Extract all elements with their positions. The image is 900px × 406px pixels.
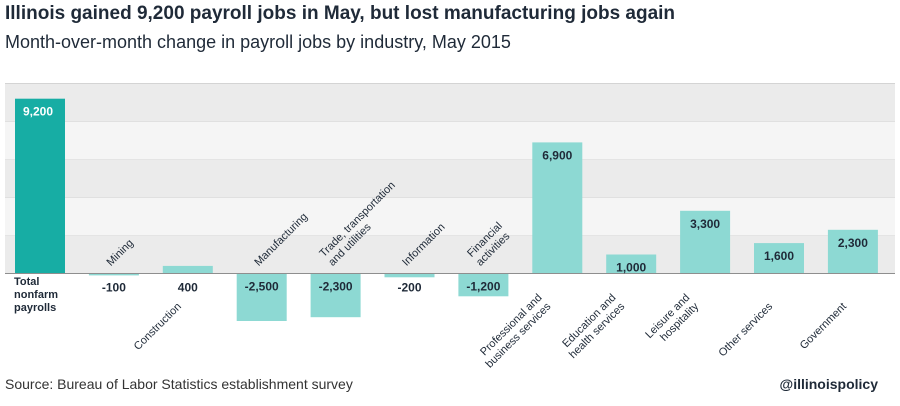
total-category-label: Total nonfarm payrolls [14,276,58,315]
total-label-line-1: Total [14,276,40,288]
value-label: 400 [178,281,198,295]
value-label: 3,300 [690,217,720,231]
category-label: Construction [132,301,184,353]
chart-subtitle: Month-over-month change in payroll jobs … [5,32,511,52]
value-labels: 9,200 -100 400 -2,500 -2,300 -200 -1,200 6,900 1… [23,105,868,295]
category-label-line: Government [798,301,849,352]
grid-band [5,197,895,236]
grid-band [5,159,895,198]
bar [754,243,804,274]
grid-band [5,83,895,122]
bar [384,273,435,278]
twitter-handle: @illinoispolicy [779,376,878,392]
value-label: 2,300 [838,236,868,250]
category-label: Other services [716,300,775,359]
source-note: Source: Bureau of Labor Statistics estab… [5,376,353,392]
value-label: -2,300 [319,280,353,294]
total-label-line-2: nonfarm [14,289,58,301]
value-label: 6,900 [542,148,572,162]
grid-band [5,121,895,160]
category-label: Government [798,301,849,352]
bar [680,210,731,274]
bar [827,229,878,274]
value-label: 1,600 [764,249,794,263]
bar [15,98,65,274]
chart-title: Illinois gained 9,200 payroll jobs in Ma… [5,3,676,24]
category-label-line: Construction [132,301,184,353]
bar [310,273,361,318]
value-label: -200 [397,281,421,295]
value-label: 9,200 [23,105,53,119]
bar [458,273,509,297]
grid-band [5,235,895,274]
grid-bands [5,83,895,274]
bar [88,273,139,276]
value-label: 1,000 [616,261,646,275]
bar [532,142,583,274]
total-label-line-3: payrolls [14,302,57,314]
value-label: -1,200 [466,280,500,294]
bar [236,273,287,321]
value-label: -2,500 [245,280,279,294]
bar [162,265,213,274]
category-label-line: Other services [716,300,775,359]
bar [606,254,657,274]
bars [15,98,878,321]
value-label: -100 [102,281,126,295]
